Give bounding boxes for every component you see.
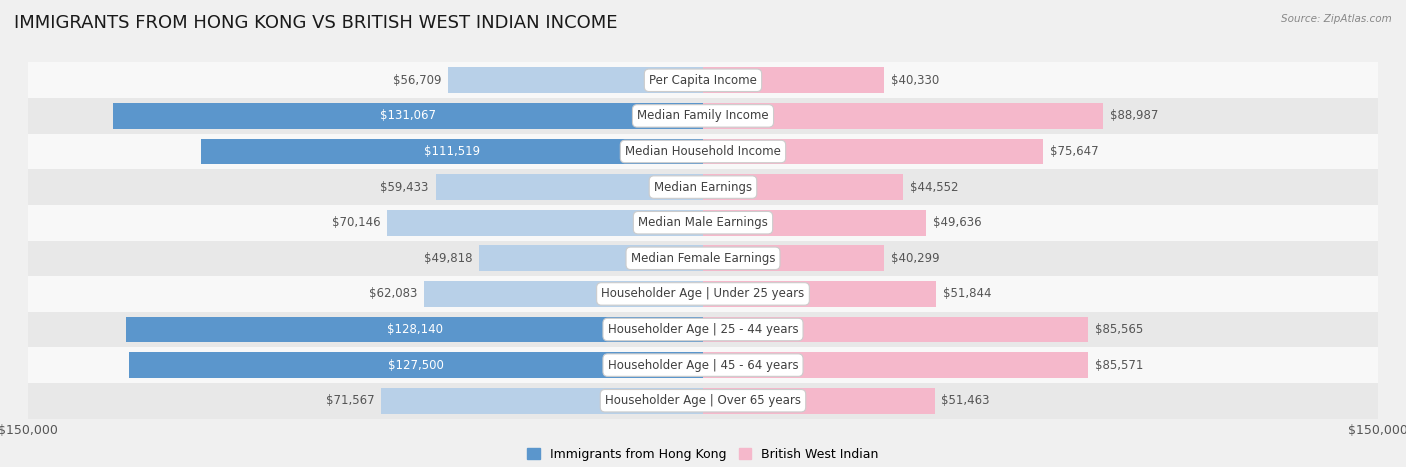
Bar [436, 174, 703, 200]
Bar [28, 205, 1378, 241]
Bar [127, 317, 703, 342]
Text: Median Female Earnings: Median Female Earnings [631, 252, 775, 265]
Bar [388, 210, 703, 235]
Text: $85,565: $85,565 [1095, 323, 1143, 336]
Bar [28, 347, 1378, 383]
Text: $127,500: $127,500 [388, 359, 444, 372]
Text: Householder Age | Under 25 years: Householder Age | Under 25 years [602, 287, 804, 300]
Bar [703, 139, 1043, 164]
Bar [28, 170, 1378, 205]
Text: $56,709: $56,709 [392, 74, 441, 87]
Text: Source: ZipAtlas.com: Source: ZipAtlas.com [1281, 14, 1392, 24]
Bar [703, 388, 935, 414]
Bar [28, 276, 1378, 311]
Text: $40,330: $40,330 [891, 74, 939, 87]
Bar [703, 67, 884, 93]
Bar [703, 103, 1104, 129]
Bar [449, 67, 703, 93]
Text: Median Male Earnings: Median Male Earnings [638, 216, 768, 229]
Bar [703, 210, 927, 235]
Bar [423, 281, 703, 307]
Text: Householder Age | 45 - 64 years: Householder Age | 45 - 64 years [607, 359, 799, 372]
Bar [703, 246, 884, 271]
Bar [703, 281, 936, 307]
Bar [381, 388, 703, 414]
Text: $40,299: $40,299 [891, 252, 939, 265]
Text: $49,636: $49,636 [934, 216, 981, 229]
Bar [703, 174, 904, 200]
Text: $70,146: $70,146 [332, 216, 381, 229]
Text: $131,067: $131,067 [380, 109, 436, 122]
Text: $44,552: $44,552 [910, 181, 959, 194]
Text: $51,844: $51,844 [943, 287, 991, 300]
Text: Median Earnings: Median Earnings [654, 181, 752, 194]
Text: $128,140: $128,140 [387, 323, 443, 336]
Text: Householder Age | Over 65 years: Householder Age | Over 65 years [605, 394, 801, 407]
Text: Per Capita Income: Per Capita Income [650, 74, 756, 87]
Legend: Immigrants from Hong Kong, British West Indian: Immigrants from Hong Kong, British West … [527, 448, 879, 461]
Text: $85,571: $85,571 [1095, 359, 1143, 372]
Text: $75,647: $75,647 [1050, 145, 1098, 158]
Bar [28, 134, 1378, 170]
Text: $111,519: $111,519 [425, 145, 481, 158]
Text: $71,567: $71,567 [326, 394, 374, 407]
Bar [703, 317, 1088, 342]
Text: Median Household Income: Median Household Income [626, 145, 780, 158]
Text: $88,987: $88,987 [1111, 109, 1159, 122]
Text: Householder Age | 25 - 44 years: Householder Age | 25 - 44 years [607, 323, 799, 336]
Bar [129, 352, 703, 378]
Bar [201, 139, 703, 164]
Bar [28, 63, 1378, 98]
Bar [28, 241, 1378, 276]
Text: $59,433: $59,433 [381, 181, 429, 194]
Text: $62,083: $62,083 [368, 287, 418, 300]
Bar [114, 103, 703, 129]
Bar [28, 98, 1378, 134]
Bar [28, 311, 1378, 347]
Text: Median Family Income: Median Family Income [637, 109, 769, 122]
Bar [28, 383, 1378, 418]
Bar [479, 246, 703, 271]
Text: $51,463: $51,463 [941, 394, 990, 407]
Text: $49,818: $49,818 [423, 252, 472, 265]
Bar [703, 352, 1088, 378]
Text: IMMIGRANTS FROM HONG KONG VS BRITISH WEST INDIAN INCOME: IMMIGRANTS FROM HONG KONG VS BRITISH WES… [14, 14, 617, 32]
